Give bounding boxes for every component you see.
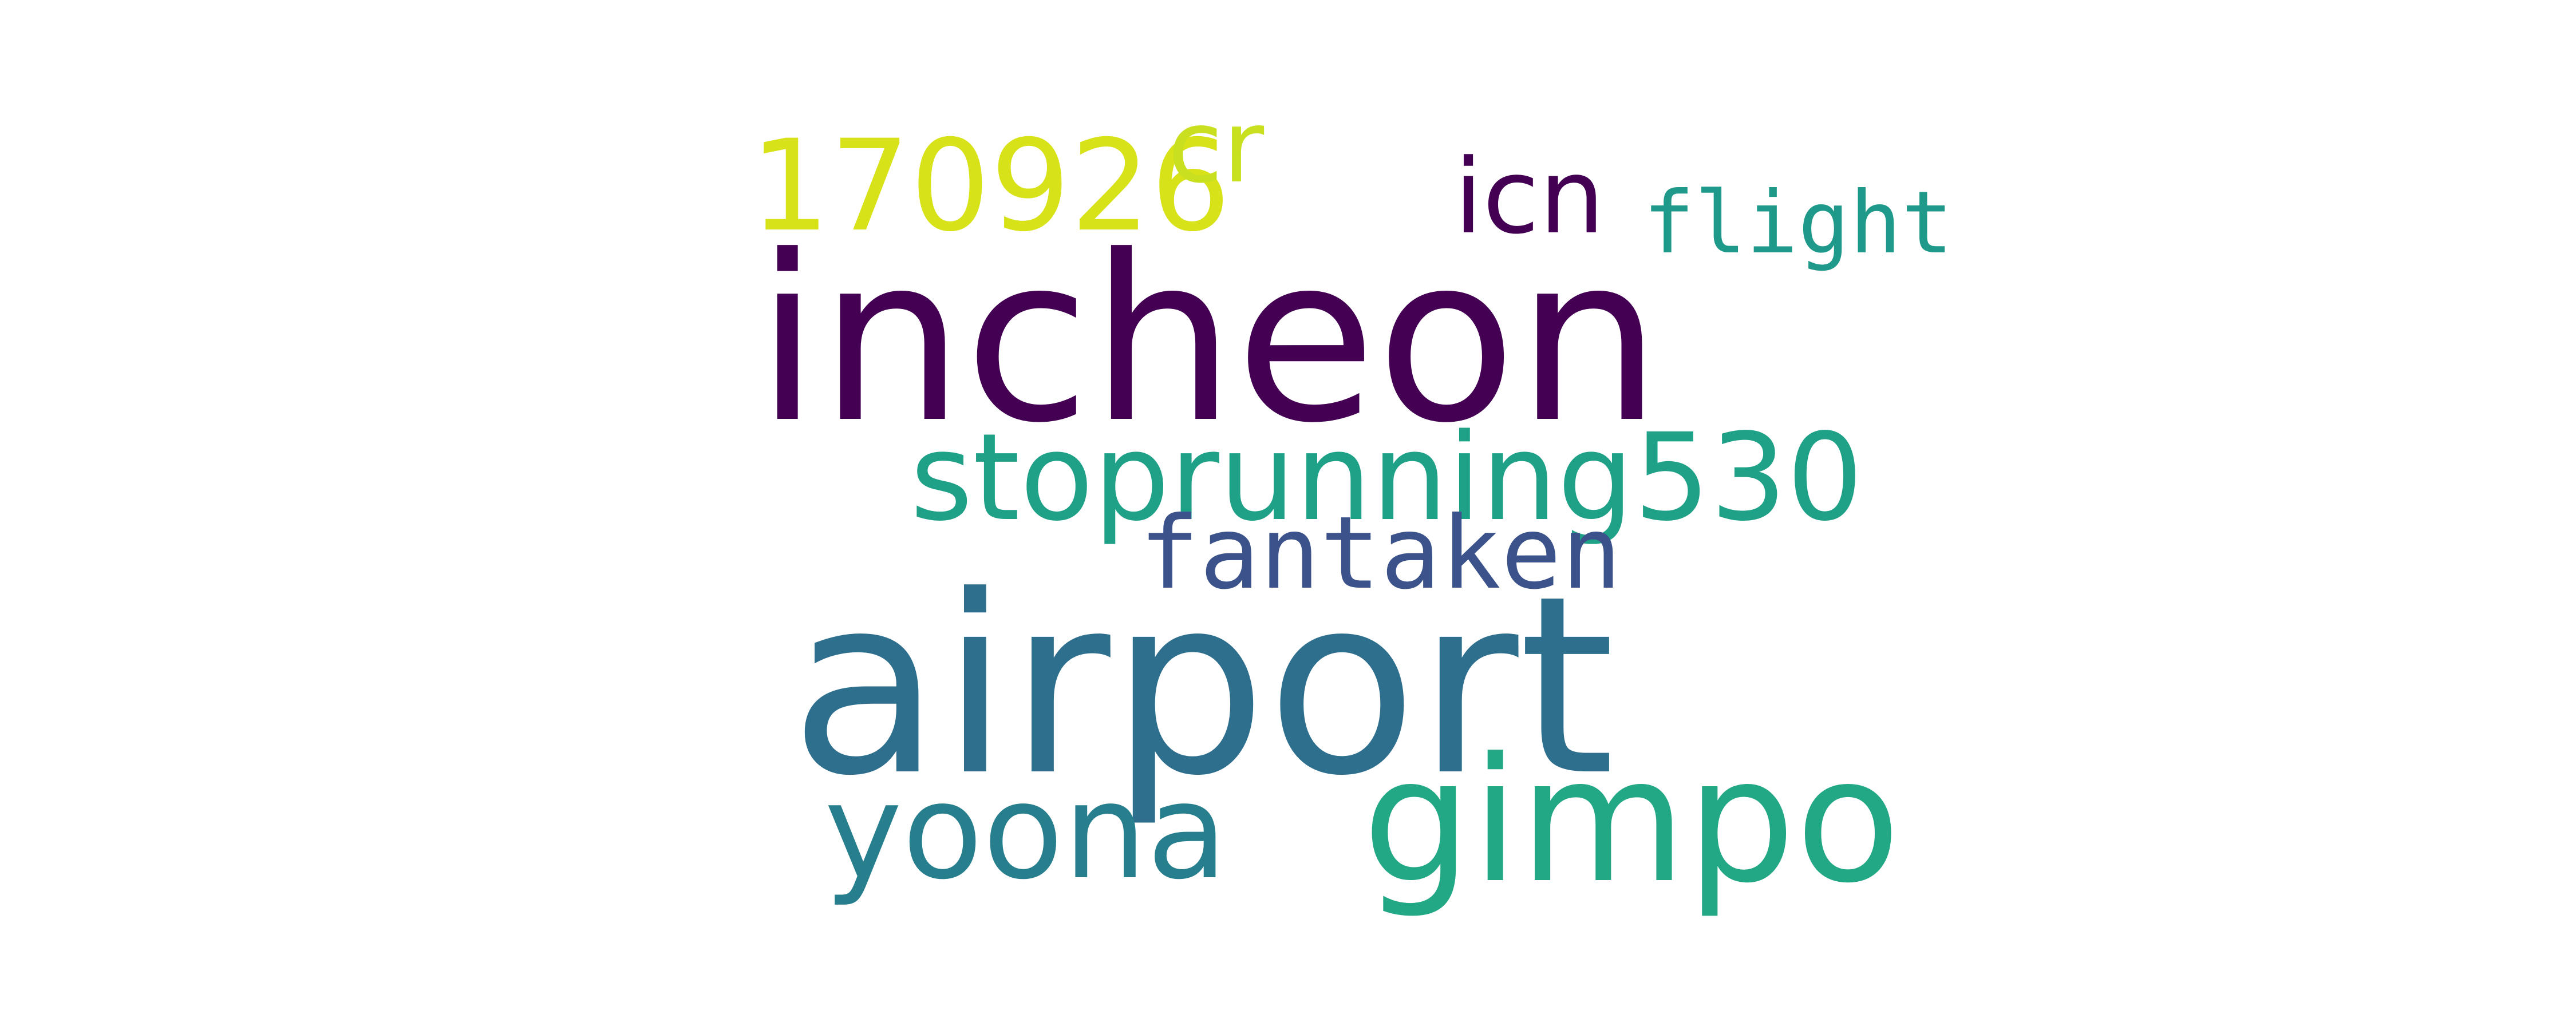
word-airport: airport (790, 544, 1615, 830)
word-170926: 170926 (750, 113, 1231, 259)
word-yoona: yoona (824, 756, 1228, 909)
word-fantaken: fantaken (1139, 496, 1622, 612)
word-cr: cr (1168, 89, 1265, 205)
word-gimpo: gimpo (1362, 721, 1901, 921)
word-stoprunning530: stoprunning530 (910, 407, 1863, 548)
word-incheon: incheon (756, 207, 1662, 473)
word-flight: flight (1643, 173, 1953, 273)
word-icn: icn (1454, 137, 1605, 257)
